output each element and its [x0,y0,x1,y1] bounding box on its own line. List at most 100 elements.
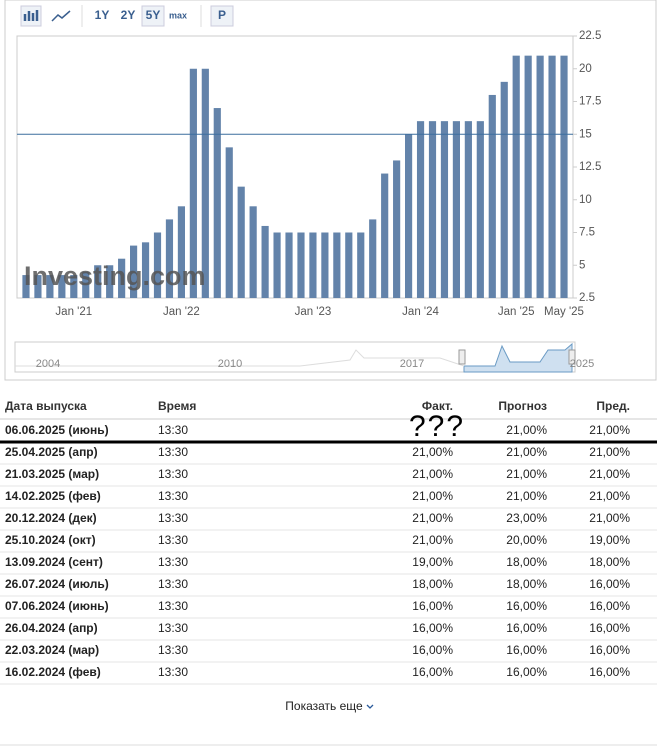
bar [369,219,377,298]
cell-forecast: 21,00% [506,467,547,481]
bar [189,68,197,298]
range-button[interactable]: P [218,8,226,22]
cell-date: 06.06.2025 (июнь) [5,423,109,437]
y-tick-label: 5 [579,259,585,271]
cell-time: 13:30 [158,599,188,613]
navigator-handle[interactable] [458,349,466,365]
y-tick-label: 20 [579,63,592,75]
range-button[interactable]: 2Y [121,8,136,22]
cell-actual: 19,00% [412,555,453,569]
column-header: Дата выпуска [5,399,87,413]
bar [297,232,305,298]
cell-forecast: 18,00% [506,555,547,569]
cell-actual: 16,00% [412,621,453,635]
x-tick-label: Jan '24 [402,306,439,318]
bar [285,232,293,298]
cell-date: 21.03.2025 (мар) [5,467,99,481]
y-tick-label: 2.5 [579,292,595,304]
bar [70,275,78,298]
cell-forecast: 18,00% [506,577,547,591]
bar [118,258,126,298]
bar [22,275,30,298]
y-tick-label: 7.5 [579,227,595,239]
bar [536,55,544,299]
cell-date: 20.12.2024 (дек) [5,511,97,525]
x-tick-label: Jan '21 [55,306,92,318]
cell-actual: 21,00% [412,489,453,503]
cell-previous: 16,00% [589,599,630,613]
bar [476,121,484,299]
bar [130,245,138,298]
bar [94,265,102,298]
cell-previous: 21,00% [589,445,630,459]
navigator-series [463,342,573,373]
navigator-history [15,349,465,367]
cell-date: 07.06.2024 (июнь) [5,599,109,613]
bar [309,232,317,298]
bar [405,134,413,298]
bar [237,186,245,298]
x-tick-label: Jan '25 [498,306,535,318]
x-tick-label: Jan '23 [295,306,332,318]
range-button[interactable]: 1Y [95,8,110,22]
column-header: Факт. [422,399,453,413]
cell-time: 13:30 [158,533,188,547]
cell-time: 13:30 [158,445,188,459]
cell-time: 13:30 [158,621,188,635]
cell-forecast: 21,00% [506,423,547,437]
bar [548,55,556,299]
bar [500,81,508,298]
navigator-label: 2017 [400,358,424,370]
bar [440,121,449,299]
bar [34,275,42,298]
x-tick-label: Jan '22 [163,306,200,318]
cell-previous: 16,00% [589,665,630,679]
bar [201,68,209,298]
column-header: Прогноз [498,399,547,413]
cell-forecast: 23,00% [506,511,547,525]
cell-previous: 21,00% [589,423,630,437]
cell-previous: 16,00% [589,643,630,657]
navigator-label: 2025 [570,358,594,370]
bar [141,242,150,298]
cell-date: 26.04.2024 (апр) [5,621,98,635]
bar [273,232,281,298]
chevron [366,704,374,709]
column-header: Время [158,399,196,413]
y-tick-label: 15 [579,128,592,140]
line-icon [51,10,71,22]
bar [46,275,54,298]
cell-time: 13:30 [158,643,188,657]
cell-previous: 19,00% [589,533,630,547]
cell-previous: 18,00% [589,555,630,569]
cell-time: 13:30 [158,665,188,679]
y-tick-label: 22.5 [579,30,601,42]
cell-previous: 21,00% [589,511,630,525]
cell-previous: 21,00% [589,467,630,481]
bar [106,265,114,298]
bar [488,94,496,298]
cell-time: 13:30 [158,555,188,569]
navigator-label: 2004 [36,358,60,370]
bar [177,206,185,298]
bar-icon [23,10,39,21]
line-type-button[interactable] [49,5,73,27]
cell-date: 14.02.2025 (фев) [5,489,101,503]
y-tick-label: 17.5 [579,96,601,108]
cell-actual: 18,00% [412,577,453,591]
bar [452,121,460,299]
cell-date: 26.07.2024 (июль) [5,577,109,591]
range-button[interactable]: max [169,10,187,20]
cell-actual: 16,00% [412,665,453,679]
bar [165,219,174,298]
bar [560,55,568,299]
cell-actual: 21,00% [412,445,453,459]
bar [464,121,472,299]
bar [333,232,341,298]
column-header: Пред. [596,399,630,413]
show-more[interactable]: Показать еще [285,699,363,713]
range-button[interactable]: 5Y [146,8,161,22]
cell-time: 13:30 [158,467,188,481]
navigator-handle[interactable] [568,349,576,365]
cell-time: 13:30 [158,423,188,437]
